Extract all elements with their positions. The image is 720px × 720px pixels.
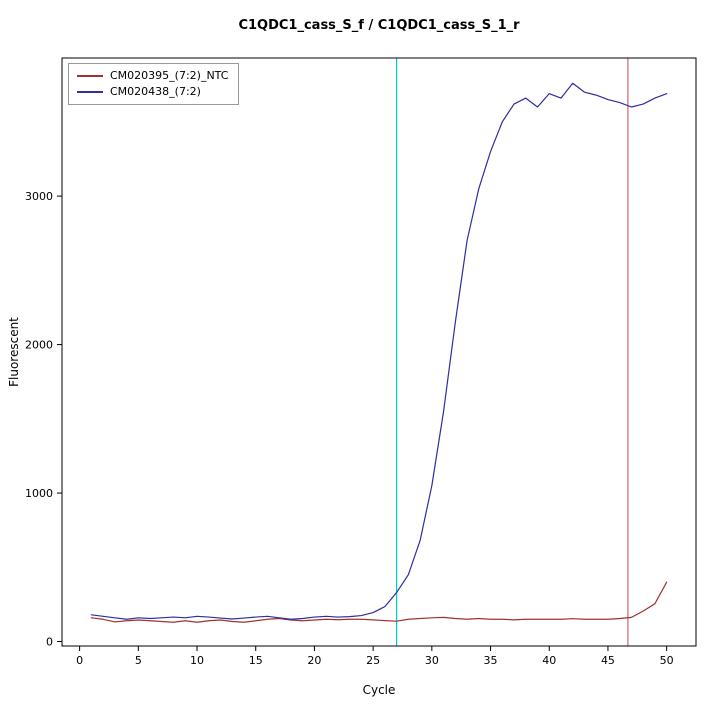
y-tick-label: 3000	[25, 190, 53, 203]
x-tick-label: 15	[249, 654, 263, 667]
x-tick-label: 20	[307, 654, 321, 667]
x-tick-label: 25	[366, 654, 380, 667]
legend-item-ntc: CM020395_(7:2)_NTC	[77, 68, 228, 84]
legend-line-sample-ntc	[77, 75, 103, 77]
x-tick-label: 40	[542, 654, 556, 667]
y-axis-label: Fluorescent	[7, 317, 21, 387]
x-tick-label: 30	[425, 654, 439, 667]
x-tick-label: 50	[660, 654, 674, 667]
plot-border	[61, 57, 697, 647]
chart-title: C1QDC1_cass_S_f / C1QDC1_cass_S_1_r	[238, 18, 520, 33]
x-tick-label: 0	[76, 654, 83, 667]
legend-label-sample: CM020438_(7:2)	[110, 85, 201, 98]
x-tick-label: 10	[190, 654, 204, 667]
y-tick-label: 1000	[25, 487, 53, 500]
legend-item-sample: CM020438_(7:2)	[77, 84, 228, 100]
legend-line-sample	[77, 91, 103, 93]
x-tick-label: 5	[135, 654, 142, 667]
x-tick-label: 35	[484, 654, 498, 667]
x-tick-label: 45	[601, 654, 615, 667]
legend-label-ntc: CM020395_(7:2)_NTC	[110, 69, 229, 82]
series-line-1	[90, 82, 668, 620]
legend: CM020395_(7:2)_NTC CM020438_(7:2)	[68, 63, 240, 105]
x-axis-label: Cycle	[362, 683, 396, 697]
y-tick-label: 0	[46, 636, 53, 649]
y-tick-label: 2000	[25, 339, 53, 352]
series-line-0	[90, 581, 668, 623]
